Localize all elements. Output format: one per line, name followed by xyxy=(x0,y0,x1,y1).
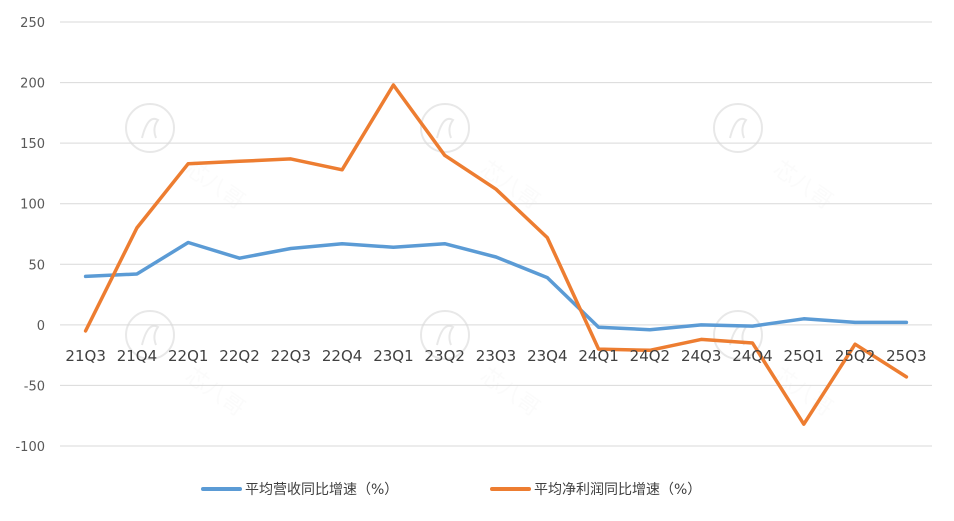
y-tick-label: -50 xyxy=(24,379,45,394)
y-tick-label: 50 xyxy=(28,258,45,273)
x-tick-label: 23Q2 xyxy=(424,347,464,365)
watermark-text: 芯八哥 xyxy=(181,363,249,421)
series-1-point xyxy=(238,257,241,260)
series-1-point xyxy=(802,317,805,320)
series-1-point xyxy=(443,242,446,245)
series-2-point xyxy=(289,157,293,161)
watermark-text: 芯八哥 xyxy=(769,363,837,421)
series-1-point xyxy=(699,323,703,327)
y-tick-label: -100 xyxy=(15,440,45,455)
series-2-point xyxy=(802,422,805,426)
series-2-point xyxy=(84,329,87,333)
series-2-point xyxy=(699,338,703,341)
y-axis-ticks: 250 200 150 100 50 0 -50 -100 xyxy=(15,16,45,455)
watermark: 芯八哥 xyxy=(420,310,544,422)
y-tick-label: 0 xyxy=(37,319,45,334)
x-tick-label: 23Q3 xyxy=(476,347,516,365)
series-2-point xyxy=(494,187,498,191)
watermark: 芯八哥 xyxy=(713,103,837,215)
watermark-text: 芯八哥 xyxy=(769,156,837,214)
seahorse-logo-icon xyxy=(420,103,470,153)
series-1-point xyxy=(546,276,549,279)
x-tick-label: 22Q3 xyxy=(271,347,311,365)
series-1-point xyxy=(494,255,498,259)
y-tick-label: 150 xyxy=(20,137,45,152)
seahorse-logo-icon xyxy=(125,310,175,360)
seahorse-logo-icon xyxy=(420,310,470,360)
x-tick-label: 24Q4 xyxy=(732,347,772,365)
x-tick-label: 25Q1 xyxy=(784,347,824,365)
x-tick-label: 23Q4 xyxy=(527,347,567,365)
x-tick-label: 24Q3 xyxy=(681,347,721,365)
series-2-point xyxy=(751,341,754,345)
y-tick-label: 250 xyxy=(20,16,45,31)
x-tick-label: 22Q4 xyxy=(322,347,362,365)
series-1-point xyxy=(135,272,139,276)
y-tick-label: 100 xyxy=(20,198,45,213)
series-1-point xyxy=(905,321,908,324)
series-1-point xyxy=(751,324,754,328)
legend-label-2: 平均净利润同比增速（%） xyxy=(534,482,701,498)
legend: 平均营收同比增速（%） 平均净利润同比增速（%） xyxy=(201,482,701,498)
watermark-text: 芯八哥 xyxy=(476,363,544,421)
x-tick-label: 24Q1 xyxy=(578,347,618,365)
series-line-1 xyxy=(83,240,909,332)
x-axis-ticks: 21Q3 21Q4 22Q1 22Q2 22Q3 22Q4 23Q1 23Q2 23Q3 23Q4… xyxy=(65,347,926,365)
series-2-point xyxy=(340,168,344,171)
series-2-point xyxy=(187,162,190,165)
series-2-point xyxy=(135,226,139,230)
x-tick-label: 25Q2 xyxy=(835,347,875,365)
series-1-point xyxy=(84,275,87,278)
seahorse-logo-icon xyxy=(125,103,175,153)
series-1-point xyxy=(289,247,293,250)
legend-label-1: 平均营收同比增速（%） xyxy=(245,482,398,498)
watermark: 芯八哥 xyxy=(125,310,249,422)
gridlines xyxy=(60,21,932,447)
series-1-point xyxy=(597,326,600,329)
y-tick-label: 200 xyxy=(20,77,45,92)
series-2-point xyxy=(546,236,549,239)
series-1-point xyxy=(392,246,395,249)
series-2-point xyxy=(597,347,600,351)
series-1-point xyxy=(187,241,190,244)
series-2-point xyxy=(853,343,857,346)
series-2-point xyxy=(905,375,908,379)
x-tick-label: 21Q4 xyxy=(117,347,157,365)
series-1-point xyxy=(648,328,652,331)
series-2-point xyxy=(443,154,446,157)
x-tick-label: 24Q2 xyxy=(630,347,670,365)
series-2-point xyxy=(238,160,241,163)
x-tick-label: 21Q3 xyxy=(65,347,105,365)
x-tick-label: 22Q2 xyxy=(219,347,259,365)
series-1-point xyxy=(340,242,344,245)
watermark: 芯八哥 xyxy=(125,103,249,215)
series-1-point xyxy=(853,321,857,324)
watermark-text: 芯八哥 xyxy=(476,156,544,214)
series-2-point xyxy=(392,83,395,87)
watermark: 芯八哥 xyxy=(420,103,544,215)
seahorse-logo-icon xyxy=(713,103,763,153)
series-2-point xyxy=(648,349,652,352)
x-tick-label: 25Q3 xyxy=(886,347,926,365)
series-lines xyxy=(83,83,909,426)
x-tick-label: 22Q1 xyxy=(168,347,208,365)
watermark: 芯八哥 xyxy=(713,310,837,422)
x-tick-label: 23Q1 xyxy=(373,347,413,365)
